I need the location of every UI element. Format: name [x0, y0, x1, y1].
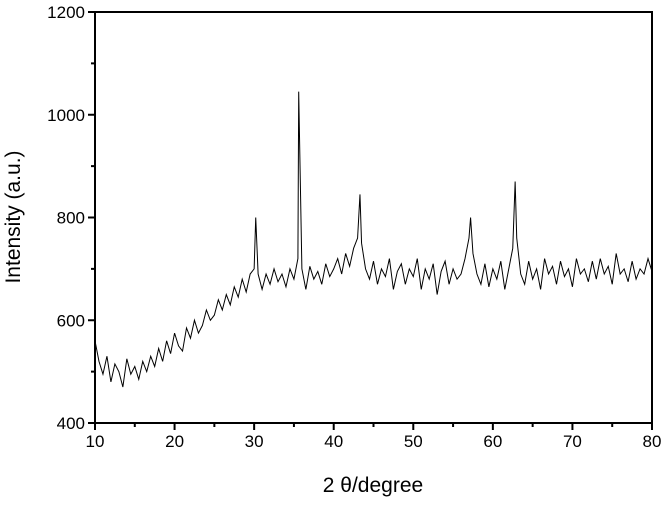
- x-tick-label: 30: [245, 432, 264, 451]
- y-tick-label: 800: [57, 209, 85, 228]
- x-tick-label: 10: [86, 432, 105, 451]
- x-axis-title: 2 θ/degree: [323, 474, 423, 497]
- y-tick-label: 600: [57, 311, 85, 330]
- plot-frame: [94, 11, 653, 424]
- x-tick-label: 50: [404, 432, 423, 451]
- y-axis-title: Intensity (a.u.): [2, 150, 25, 283]
- y-tick-label: 400: [57, 414, 85, 433]
- y-tick-label: 1000: [47, 106, 85, 125]
- x-tick-label: 20: [165, 432, 184, 451]
- data-line: [94, 91, 653, 388]
- x-tick-label: 80: [643, 432, 662, 451]
- x-tick-label: 70: [563, 432, 582, 451]
- y-tick-label: 1200: [47, 3, 85, 22]
- x-tick-label: 40: [324, 432, 343, 451]
- x-tick-label: 60: [483, 432, 502, 451]
